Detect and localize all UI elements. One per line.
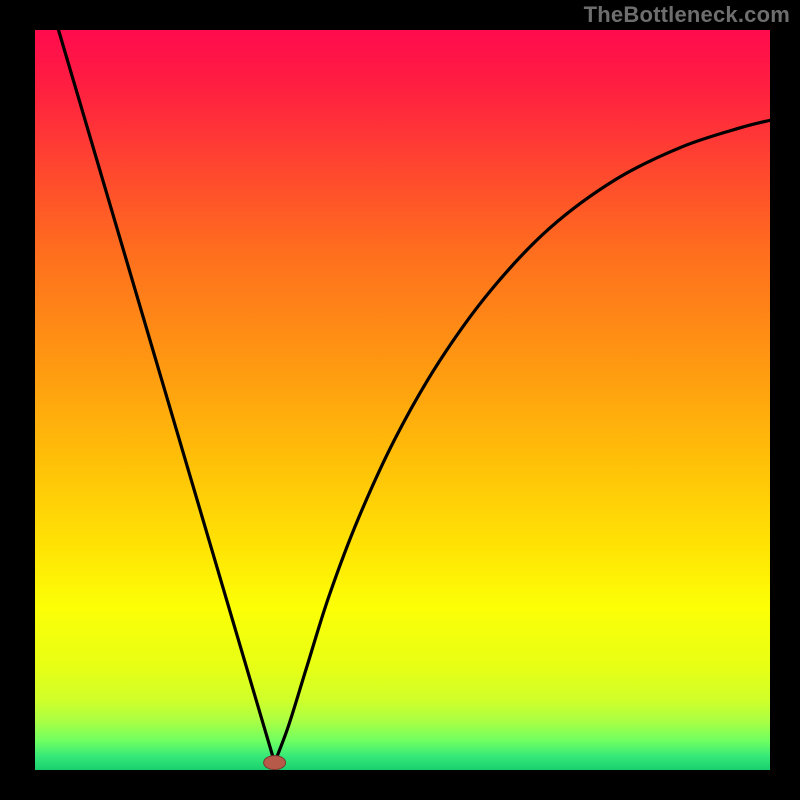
gradient-background xyxy=(35,30,770,770)
watermark-label: TheBottleneck.com xyxy=(584,2,790,28)
bottleneck-chart xyxy=(35,30,770,770)
plot-area xyxy=(35,30,770,770)
chart-frame: TheBottleneck.com xyxy=(0,0,800,800)
optimum-marker xyxy=(264,756,286,770)
